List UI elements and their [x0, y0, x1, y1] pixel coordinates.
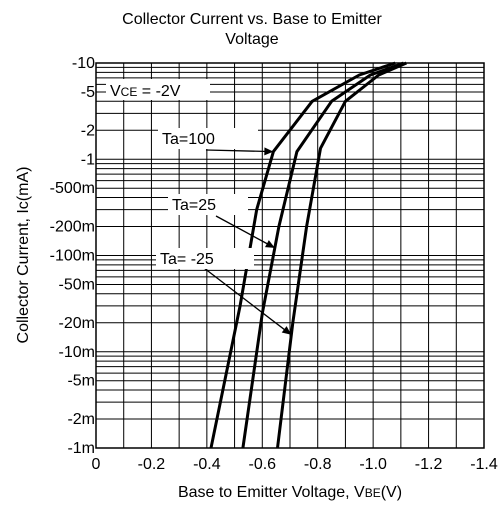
y-tick-label: -10 — [72, 55, 95, 72]
annotation-3: Ta= -25 — [156, 248, 292, 336]
series-line-3 — [276, 61, 407, 449]
curve-annotations: Ta=100 Ta=25 Ta= -25 — [156, 128, 292, 336]
y-tick-label: -5m — [67, 373, 95, 390]
series-line-1 — [209, 61, 396, 449]
y-tick-label: -10m — [59, 344, 95, 361]
annotation-label-bg — [156, 248, 254, 269]
y-tick-label: -1 — [81, 151, 95, 168]
y-tick-label: -5 — [81, 84, 95, 101]
plot-frame — [95, 62, 485, 449]
condition-sub: CE — [121, 85, 138, 99]
annotation-arrow-line — [205, 149, 274, 153]
y-tick-label: -50m — [59, 276, 95, 293]
svg-text:VCE = -2V: VCE = -2V — [110, 83, 181, 100]
x-tick-label: 0 — [92, 456, 101, 473]
y-axis-label: Collector Current, Ic(mA) — [15, 167, 32, 344]
x-axis-label-unit: (V) — [381, 484, 402, 501]
chart-title-line-1: Collector Current vs. Base to Emitter — [122, 11, 382, 28]
annotation-arrowhead — [264, 147, 274, 156]
grid — [96, 63, 484, 448]
annotation-1: Ta=100 — [158, 128, 274, 156]
annotation-arrowhead — [265, 240, 275, 248]
x-axis-label-subscript: BE — [365, 486, 381, 500]
x-tick-label: -1.2 — [415, 456, 443, 473]
x-tick-label: -0.2 — [138, 456, 166, 473]
y-tick-label: -2 — [81, 122, 95, 139]
y-tick-label: -100m — [50, 248, 95, 265]
y-tick-label: -500m — [50, 180, 95, 197]
x-tick-label: -0.4 — [193, 456, 221, 473]
condition-label: VCE = -2V — [106, 79, 210, 100]
annotation-2: Ta=25 — [168, 194, 276, 249]
x-tick-label: -1.4 — [470, 456, 498, 473]
chart-title-line-2: Voltage — [225, 31, 278, 48]
annotation-arrow-line — [203, 267, 292, 336]
y-tick-label: -200m — [50, 219, 95, 236]
annotation-label-bg — [168, 194, 248, 215]
x-tick-label: -1.0 — [359, 456, 387, 473]
annotation-arrow-line — [215, 215, 276, 249]
x-axis-label-main: Base to Emitter Voltage, V — [178, 484, 365, 501]
y-tick-label: -2m — [67, 411, 95, 428]
y-tick-label: -1m — [67, 440, 95, 457]
x-tick-labels: 0 -0.2 -0.4 -0.6 -0.8 -1.0 -1.2 -1.4 — [92, 456, 498, 473]
annotation-label: Ta= -25 — [160, 251, 214, 268]
annotation-arrowhead — [281, 326, 292, 335]
condition-post: = -2V — [137, 83, 180, 100]
condition-pre: V — [110, 83, 121, 100]
y-tick-labels: -10 -5 -2 -1 -500m -200m -100m -50m -20m -10m -5m -… — [50, 55, 95, 457]
x-tick-label: -0.6 — [248, 456, 276, 473]
x-axis-label: Base to Emitter Voltage, VBE(V) — [178, 484, 402, 501]
annotation-label: Ta=25 — [172, 197, 216, 214]
annotation-label: Ta=100 — [162, 131, 215, 148]
annotation-label-bg — [158, 128, 258, 149]
y-tick-label: -20m — [59, 315, 95, 332]
x-tick-label: -0.8 — [304, 456, 332, 473]
